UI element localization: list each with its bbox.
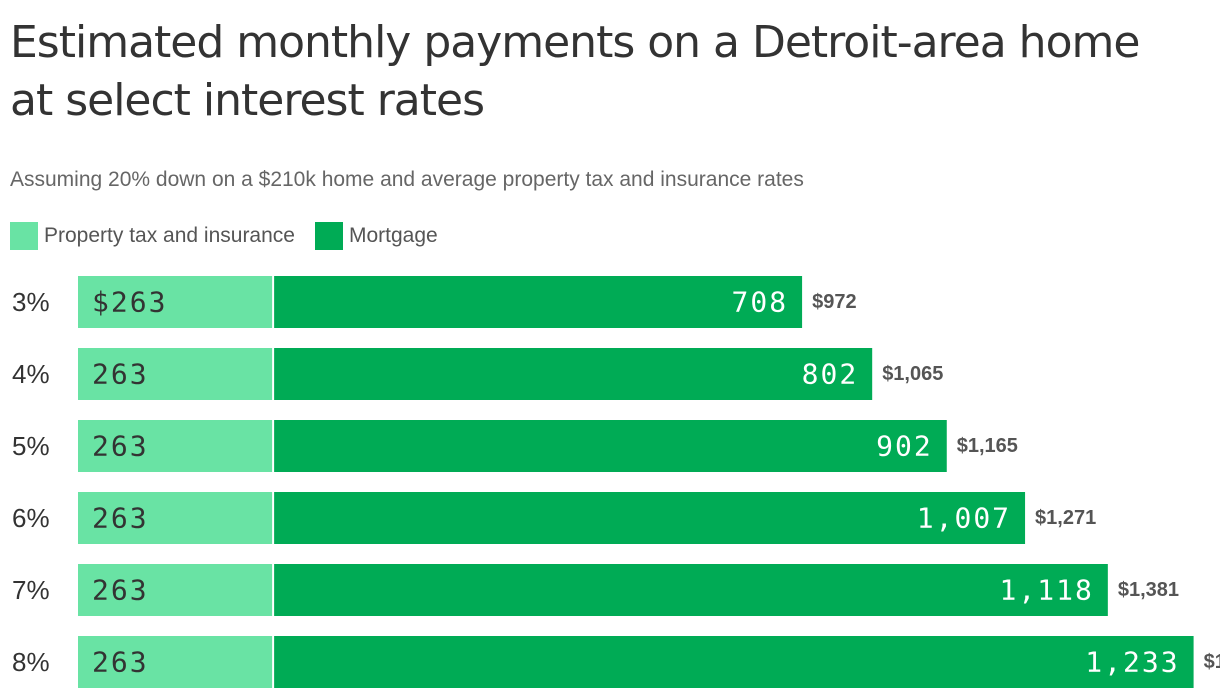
bar-segment-property-tax [78,492,273,544]
bar-label-mortgage: 1,233 [1085,646,1179,679]
bar-segment-mortgage [274,492,1026,544]
row-label: 3% [12,287,50,317]
bar-label-property-tax: 263 [92,502,149,535]
bar-total-label: $1,271 [1035,507,1096,529]
bar-total-label: $1,381 [1118,579,1179,601]
bar-segment-mortgage [274,636,1194,688]
legend-label-property-tax: Property tax and insurance [44,224,295,247]
bar-segment-property-tax [78,636,273,688]
legend-item-property-tax: Property tax and insurance [10,222,295,250]
bar-label-property-tax: 263 [92,430,149,463]
row-label: 7% [12,575,50,605]
chart-title: Estimated monthly payments on a Detroit-… [10,17,1140,126]
bar-segment-property-tax [78,348,273,400]
bar-segment-mortgage [274,420,947,472]
bar-total-label: $1,065 [882,363,943,385]
bar-total-label: $972 [812,291,857,313]
chart-subtitle: Assuming 20% down on a $210k home and av… [10,168,804,191]
row-label: 5% [12,431,50,461]
legend: Property tax and insurance Mortgage [10,222,458,250]
bar-total-label: $1,165 [957,435,1018,457]
legend-swatch-mortgage [314,222,343,250]
bar-segment-mortgage [274,276,803,328]
bar-total-label: $1,496 [1204,651,1220,673]
bar-segment-property-tax [78,420,273,472]
legend-label-mortgage: Mortgage [348,224,438,247]
bar-label-property-tax: $263 [92,286,167,319]
bar-label-mortgage: 902 [876,430,933,463]
bar-label-property-tax: 263 [92,574,149,607]
row-label: 8% [12,647,50,677]
bar-segment-mortgage [274,564,1108,616]
bar-label-mortgage: 708 [732,286,789,319]
bar-label-property-tax: 263 [92,358,149,391]
legend-swatch-property-tax [10,222,38,250]
bar-segment-mortgage [274,348,873,400]
bar-segment-property-tax [78,276,273,328]
bar-label-mortgage: 802 [802,358,859,391]
row-label: 6% [12,503,50,533]
legend-item-mortgage: Mortgage [314,222,438,250]
bar-label-mortgage: 1,007 [917,502,1011,535]
bar-segment-property-tax [78,564,273,616]
bar-label-mortgage: 1,118 [1000,574,1094,607]
stacked-bar-chart: 3% $263 708 $972 4% 263 802 $1,065 5% 263 902 $1,16… [12,276,1220,688]
bar-label-property-tax: 263 [92,646,149,679]
row-label: 4% [12,359,50,389]
